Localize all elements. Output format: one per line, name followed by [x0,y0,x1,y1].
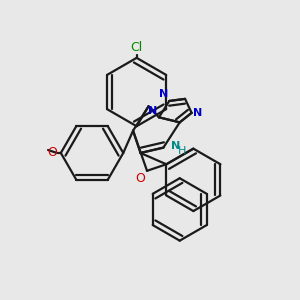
Text: N: N [193,108,202,118]
Text: O: O [47,146,57,160]
Text: O: O [135,172,145,185]
Text: N: N [159,89,168,100]
Text: H: H [178,146,186,156]
Text: N: N [148,106,158,116]
Text: Cl: Cl [130,41,143,54]
Text: N: N [171,141,180,151]
